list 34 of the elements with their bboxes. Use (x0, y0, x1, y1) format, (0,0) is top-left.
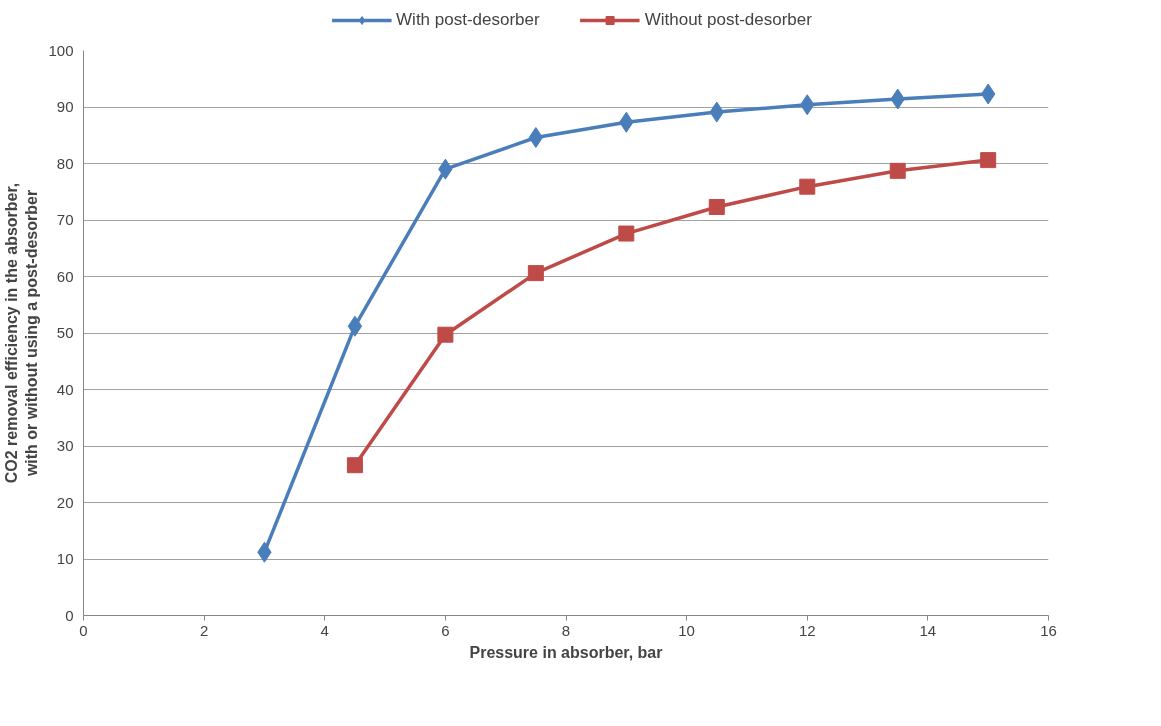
point (708, 199, 725, 216)
point (528, 127, 544, 149)
legend-label: Without post-desorber (644, 10, 812, 30)
x-axis-title: Pressure in absorber, bar (469, 643, 663, 661)
point (527, 265, 544, 282)
x-tick-label: 2 (199, 621, 209, 639)
y-tick-label: 10 (56, 550, 74, 567)
point (437, 326, 454, 343)
x-tick-label: 14 (919, 621, 937, 639)
y-tick-label: 90 (56, 98, 74, 115)
x-tick-label: 4 (320, 621, 329, 639)
y-axis-title: CO2 removal efficiency in the absorber, with or without using a post-desorber (3, 182, 41, 484)
x-tick-label: 0 (79, 621, 88, 639)
x-tick-label: 6 (441, 621, 450, 639)
point (980, 152, 997, 169)
x-tick-label: 10 (678, 621, 695, 639)
y-tick-label: 50 (56, 324, 74, 341)
point (618, 225, 635, 242)
y-tick-label: 60 (56, 267, 74, 285)
y-tick-label: 100 (48, 41, 74, 59)
x-tick-label: 16 (1040, 621, 1057, 639)
point (889, 162, 906, 179)
point (346, 457, 363, 474)
y-tick-label: 70 (56, 211, 74, 228)
y-tick-label: 40 (56, 380, 74, 398)
legend-label: With post-desorber (396, 10, 540, 30)
point (347, 315, 363, 337)
point (799, 178, 816, 195)
y-tick-label: 20 (56, 493, 74, 511)
y-tick-label: 30 (56, 437, 74, 454)
y-tick-label: 0 (65, 606, 74, 624)
y-tick-label: 80 (56, 154, 74, 172)
x-tick-label: 8 (561, 621, 571, 639)
x-tick-label: 12 (798, 621, 816, 639)
